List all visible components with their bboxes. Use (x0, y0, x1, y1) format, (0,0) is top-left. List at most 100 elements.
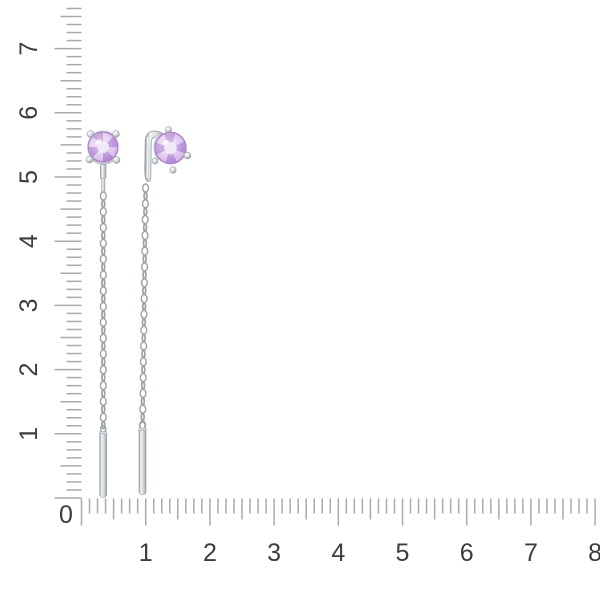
gem-table (163, 141, 178, 155)
gem-sparkle (162, 139, 169, 146)
left-earring (85, 130, 121, 498)
chain-link (101, 404, 106, 414)
prong-ball (165, 126, 172, 133)
chain-link (142, 183, 150, 193)
chain-link (101, 199, 106, 209)
chain-link (99, 317, 107, 328)
chain-link (99, 238, 107, 249)
ruler-number-horizontal: 2 (203, 539, 217, 567)
gem-facet (155, 142, 171, 155)
chain-link (142, 270, 147, 280)
chain-link (143, 191, 148, 201)
chain-link (141, 214, 149, 225)
bar-cap (98, 431, 108, 435)
chain-link (99, 396, 107, 407)
chain-link (141, 333, 146, 343)
chain-link (99, 412, 107, 422)
gem-outline (87, 131, 119, 163)
chain-link (140, 293, 148, 304)
ruler-number-vertical: 4 (15, 234, 43, 248)
chain-link (99, 380, 107, 391)
chain-link (99, 270, 107, 280)
chain-link (141, 262, 149, 272)
ruler-number-vertical: 3 (15, 298, 43, 312)
prong-ball (112, 156, 121, 164)
chain-link (99, 349, 107, 359)
chain-link (139, 372, 147, 383)
bar-body (99, 432, 107, 498)
chain-link (141, 199, 150, 209)
chain-link (101, 310, 106, 319)
gem-facet (163, 133, 176, 148)
left-prongs (85, 130, 121, 164)
chain-link (142, 254, 147, 264)
chain-link (141, 349, 146, 359)
right-prongs (151, 126, 192, 174)
chain-link (140, 325, 148, 335)
chain-link (141, 365, 146, 375)
bar-cap (138, 427, 147, 431)
gem-table (97, 141, 109, 153)
chain-link (101, 246, 106, 256)
chain-link (99, 191, 107, 201)
prong-ball (86, 130, 95, 138)
ruler-number-horizontal: 8 (588, 539, 600, 567)
prong-ball (151, 157, 159, 165)
gem-outline (154, 131, 187, 165)
ruler-number-horizontal: 7 (524, 539, 538, 567)
ruler-number-vertical: 6 (15, 106, 43, 120)
right-threader-post (144, 130, 166, 183)
ruler-number-zero: 0 (59, 501, 73, 529)
prong-ball (183, 151, 192, 160)
chain-link (101, 373, 106, 383)
chain-link (99, 333, 107, 343)
ruler-number-vertical: 1 (15, 427, 43, 441)
chain-link (143, 207, 148, 217)
chain-link (140, 381, 146, 390)
chain-link (141, 317, 147, 327)
right-earring (138, 126, 192, 496)
left-chain (99, 191, 107, 430)
right-threader-bar (138, 421, 147, 496)
chain-link (101, 357, 106, 367)
bar-body (138, 429, 147, 496)
ruler-number-vertical: 7 (15, 42, 43, 56)
right-gemstone (154, 131, 187, 165)
chain-link (99, 301, 107, 312)
chain-link (140, 396, 146, 406)
chain-link (139, 404, 147, 414)
chain-link (99, 254, 107, 264)
ruler-number-horizontal: 1 (139, 539, 153, 567)
left-gemstone (87, 131, 119, 163)
left-post-lower (101, 177, 106, 193)
chain-link (142, 238, 148, 248)
chain-link (101, 215, 106, 225)
ruler-number-horizontal: 5 (396, 539, 410, 567)
chain-link (99, 222, 107, 233)
gem-facet (170, 141, 186, 154)
vertical-ruler (54, 7, 82, 499)
chain-link (101, 389, 106, 398)
ruler-number-vertical: 2 (15, 363, 43, 377)
ruler-number-vertical: 5 (15, 170, 43, 184)
ruler-number-horizontal: 3 (267, 539, 281, 567)
prong-ball (112, 130, 120, 138)
ruler-number-horizontal: 4 (331, 539, 345, 567)
ruler-number-horizontal: 6 (460, 539, 474, 567)
chain-link (99, 286, 107, 296)
prong-ball (169, 166, 177, 174)
chain-link (141, 246, 149, 256)
chain-link (140, 412, 145, 422)
chain-link (101, 325, 106, 335)
chain-link (101, 262, 106, 272)
right-chain (139, 183, 150, 430)
chain-link (139, 388, 147, 399)
chain-link (141, 302, 147, 311)
chain-link (142, 222, 148, 232)
chain-link (101, 341, 106, 351)
gem-facet (165, 148, 178, 163)
chain-link (139, 357, 148, 367)
chain-link (101, 278, 106, 288)
